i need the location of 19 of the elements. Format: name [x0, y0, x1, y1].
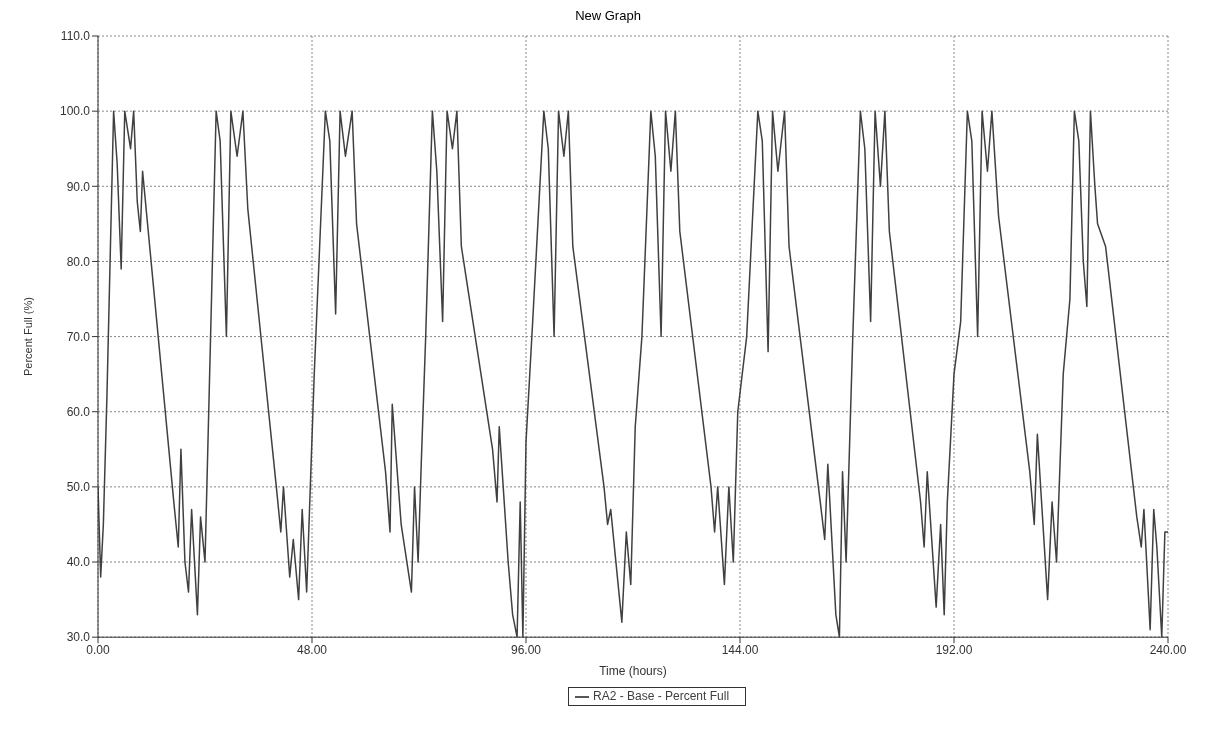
y-tick-label: 60.0	[66, 404, 91, 419]
y-tick-label: 100.0	[59, 104, 91, 119]
y-tick-label: 90.0	[66, 179, 91, 194]
x-tick-label: 96.00	[510, 642, 542, 657]
x-tick-label: 192.00	[935, 642, 973, 657]
y-tick-label: 40.0	[66, 555, 91, 570]
legend-label: RA2 - Base - Percent Full	[593, 689, 730, 704]
y-axis-title: Percent Full (%)	[21, 297, 34, 377]
y-tick-label: 80.0	[66, 254, 91, 269]
y-tick-label: 70.0	[66, 329, 91, 344]
y-tick-label: 110.0	[60, 29, 91, 44]
x-tick-label: 48.00	[296, 642, 328, 657]
x-tick-label: 0.00	[86, 642, 110, 657]
chart-title: New Graph	[574, 8, 642, 25]
x-tick-label: 240.00	[1149, 642, 1187, 657]
x-axis-title: Time (hours)	[599, 664, 667, 679]
y-tick-label: 30.0	[66, 630, 91, 645]
x-tick-label: 144.00	[721, 642, 759, 657]
y-tick-label: 50.0	[66, 480, 91, 495]
